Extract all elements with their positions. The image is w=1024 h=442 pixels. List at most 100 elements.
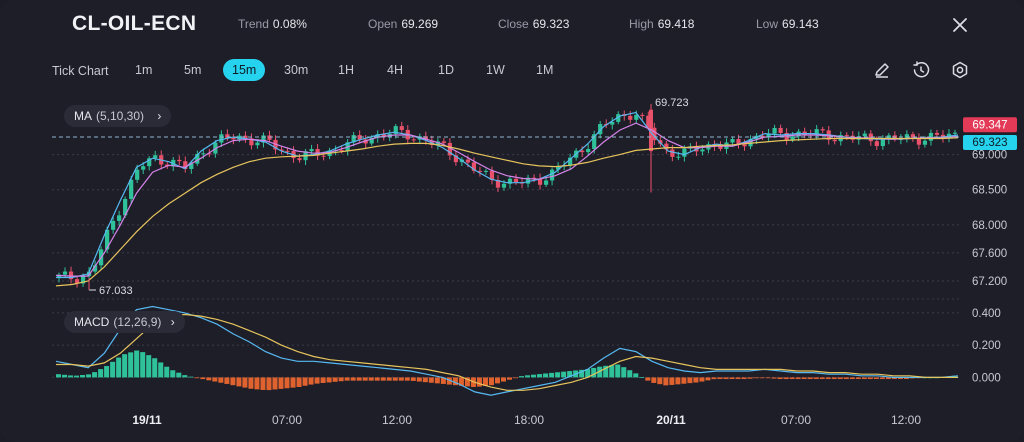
candle-body [862,133,867,137]
macd-histogram-bar [861,377,867,380]
tf-1m[interactable]: 1m [135,63,153,77]
pen-icon [875,63,889,78]
tick-chart-button[interactable]: Tick Chart [52,64,109,78]
timer-button[interactable] [911,60,931,80]
macd-histogram-bar [272,377,278,390]
candle-body [74,279,80,284]
candle-body [580,150,585,153]
macd-histogram-bar [747,377,753,379]
macd-histogram-bar [723,377,729,380]
macd-histogram-bar [338,377,344,382]
close-stat: Close 69.323 [498,17,569,31]
macd-histogram-bar [783,377,789,380]
candle-body [441,141,446,143]
macd-histogram-bar [308,377,314,385]
macd-histogram-bar [164,366,170,378]
candle-body [411,139,416,141]
candle-body [525,177,531,184]
candle-body [760,135,765,138]
macd-histogram-bar [837,377,843,380]
tf-1h[interactable]: 1H [338,63,354,77]
ask-price-tag-text: 69.323 [972,137,1007,149]
candle-body [261,135,266,143]
macd-axis-tick: 0.000 [972,372,1001,384]
ma-indicator-pill[interactable]: MA (5,10,30) › [64,105,172,127]
time-axis-tick: 12:00 [382,413,412,427]
candle-body [297,158,302,161]
macd-histogram-bar [266,377,272,391]
candle-body [543,180,549,185]
candle-body [135,169,140,180]
header-bar: CL-OIL-ECN Trend 0.08% Open 69.269 Close 69… [0,0,1024,50]
macd-histogram-bar [344,377,350,381]
tf-1w[interactable]: 1W [486,63,505,77]
macd-histogram-bar [86,374,92,378]
macd-histogram-bar [482,377,488,386]
tf-5m[interactable]: 5m [184,63,202,77]
open-stat: Open 69.269 [368,17,438,31]
candle-body [652,127,657,141]
candle-body [610,121,615,125]
macd-histogram-bar [867,377,873,380]
macd-histogram-bar [212,377,218,382]
candle-body [880,139,885,147]
tf-1mo[interactable]: 1M [536,63,554,77]
macd-histogram-bar [134,350,140,378]
macd-histogram-bar [585,369,591,378]
macd-histogram-bar [368,377,374,381]
candle-body [255,142,260,146]
macd-histogram-bar [849,377,855,380]
candle-body [177,159,182,162]
tf-30m[interactable]: 30m [284,63,309,77]
price-axis-tick: 67.600 [972,248,1007,260]
settings-button[interactable] [950,60,970,80]
macd-histogram-bar [795,377,801,380]
draw-tool-button[interactable] [872,60,892,80]
macd-histogram-bar [801,377,807,380]
candle-body [501,183,507,188]
macd-histogram-bar [699,377,705,382]
macd-histogram-bar [663,377,669,386]
candle-body [916,137,922,145]
macd-histogram-bar [519,376,525,378]
symbol-title: CL-OIL-ECN [72,12,197,35]
candle-body [922,140,928,145]
macd-indicator-pill[interactable]: MACD (12,26,9) › [64,311,185,333]
macd-histogram-bar [513,377,519,379]
macd-histogram-bar [717,377,723,380]
candle-body [568,157,573,166]
macd-histogram-bar [627,370,633,378]
macd-histogram-bar [440,377,446,384]
ma-line-ma10 [55,122,959,277]
macd-histogram-bar [597,366,603,378]
candle-body [207,153,212,155]
candle-body [742,144,747,147]
candle-body [772,127,777,134]
macd-histogram-bar [74,375,80,378]
macd-histogram-bar [609,365,615,378]
tf-15m[interactable]: 15m [223,59,266,81]
close-button[interactable] [950,15,970,35]
tf-1d[interactable]: 1D [438,63,454,77]
macd-histogram-bar [188,376,194,378]
macd-histogram-bar [128,352,134,378]
macd-histogram-bar [525,375,531,378]
candle-body [129,179,134,199]
candle-body [586,148,591,153]
high-annotation: 69.723 [655,97,689,109]
candle-body [531,177,537,179]
macd-histogram-bar [897,377,903,380]
macd-histogram-bar [531,374,537,378]
tf-4h[interactable]: 4H [387,63,403,77]
macd-histogram-bar [146,355,152,378]
macd-histogram-bar [657,377,663,385]
macd-histogram-bar [422,377,428,383]
macd-histogram-bar [705,377,711,381]
macd-histogram-bar [62,374,68,378]
candle-body [309,148,314,152]
macd-histogram-bar [765,377,771,379]
macd-histogram-bar [326,377,332,383]
macd-histogram-bar [825,377,831,380]
